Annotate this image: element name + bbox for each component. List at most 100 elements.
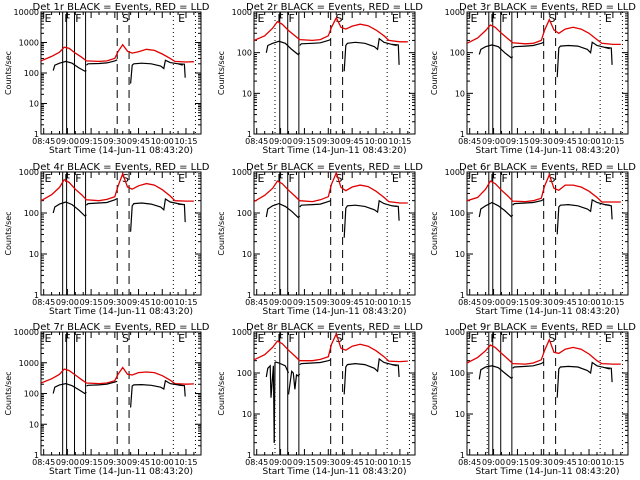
events-black-series-line [478, 201, 514, 218]
y-tick-label: 10000 [14, 8, 39, 17]
series-group [467, 18, 621, 78]
marker-letter-E: E [178, 12, 185, 25]
marker-letter-E: E [471, 172, 478, 185]
x-tick-label: 09:45 [341, 298, 364, 307]
marker-letter-E: E [44, 172, 51, 185]
x-tick-label: 10:00 [364, 298, 387, 307]
marker-letter-F: F [75, 332, 81, 345]
chart-title: Det 1r BLACK = Events, RED = LLD [33, 2, 210, 13]
marker-letter-E: E [44, 12, 51, 25]
series-group [254, 172, 408, 238]
x-tick-label: 10:15 [174, 458, 197, 467]
events-black-series-line [604, 204, 613, 220]
x-tick-label: 10:00 [364, 137, 387, 146]
series-group [41, 366, 194, 408]
x-tick-label: 10:15 [174, 298, 197, 307]
marker-letter-E: E [605, 332, 612, 345]
chart-title: Det 4r BLACK = Events, RED = LLD [33, 162, 210, 173]
x-tick-label: 09:00 [482, 298, 505, 307]
x-tick-label: 09:45 [554, 458, 577, 467]
x-tick-label: 09:45 [127, 137, 150, 146]
y-tick-label: 1 [34, 291, 39, 300]
events-black-series-line [265, 40, 301, 56]
x-tick-label: 08:45 [458, 137, 481, 146]
events-black-series-line [130, 59, 183, 84]
x-tick-label: 09:00 [269, 458, 292, 467]
marker-letter-E: E [392, 12, 399, 25]
y-tick-label: 1000 [445, 328, 465, 337]
lld-red-series-line [254, 332, 408, 363]
y-axis-label: Counts/sec [430, 51, 439, 95]
chart-title: Det 9r BLACK = Events, RED = LLD [459, 322, 636, 333]
chart-panel-4: Det 4r BLACK = Events, RED = LLD 1 10 100 10… [4, 162, 210, 317]
y-tick-label: 10 [242, 250, 252, 259]
x-tick-label: 10:00 [151, 458, 174, 467]
x-axis-label: Start Time (14-Jun-11 08:43:20) [49, 467, 193, 477]
x-tick-label: 09:45 [341, 458, 364, 467]
x-tick-label: 09:45 [554, 137, 577, 146]
x-tick-label: 09:15 [293, 458, 316, 467]
marker-letter-F: F [490, 332, 496, 345]
marker-letter-E: E [392, 172, 399, 185]
x-tick-label: 09:00 [482, 137, 505, 146]
series-group [41, 172, 194, 232]
x-tick-label: 09:45 [127, 298, 150, 307]
marker-letter-E: E [471, 12, 478, 25]
lld-red-series-line [41, 43, 194, 63]
x-tick-label: 08:45 [245, 137, 268, 146]
y-tick-label: 10 [29, 250, 39, 259]
event-markers [488, 12, 623, 134]
lld-red-series-line [254, 16, 408, 43]
x-tick-label: 09:15 [80, 137, 103, 146]
event-markers [488, 172, 623, 295]
plot-frame [466, 11, 629, 135]
x-tick-label: 09:00 [56, 137, 79, 146]
x-tick-label: 09:15 [506, 458, 529, 467]
events-black-series-line [604, 46, 613, 65]
x-axis-label: Start Time (14-Jun-11 08:43:20) [263, 467, 407, 477]
y-tick-label: 1 [460, 130, 465, 139]
plot-frame [253, 171, 416, 296]
y-tick-label: 100 [450, 209, 465, 218]
marker-letter-F: F [75, 12, 81, 25]
y-tick-label: 100 [24, 390, 39, 399]
y-tick-label: 100 [24, 209, 39, 218]
marker-letter-F: F [75, 172, 81, 185]
events-black-series-line [273, 361, 290, 443]
event-markers [274, 12, 410, 134]
chart-panel-6: Det 6r BLACK = Events, RED = LLD 1 10 100 10… [430, 162, 636, 317]
events-black-series-line [343, 199, 397, 238]
y-tick-label: 1000 [19, 39, 39, 48]
marker-letter-S: S [548, 172, 555, 185]
x-tick-label: 10:00 [364, 458, 387, 467]
y-tick-label: 10 [29, 420, 39, 429]
events-black-series-line [265, 364, 275, 443]
x-tick-label: 08:45 [245, 458, 268, 467]
lld-red-series-line [254, 172, 408, 204]
marker-letter-E: E [178, 332, 185, 345]
y-tick-label: 100 [237, 209, 252, 218]
x-axis-label: Start Time (14-Jun-11 08:43:20) [476, 467, 620, 477]
marker-letter-F: F [289, 172, 295, 185]
y-tick-label: 1000 [232, 328, 252, 337]
events-black-series-line [52, 60, 87, 72]
y-tick-label: 1000 [19, 168, 39, 177]
events-black-series-line [178, 63, 186, 78]
x-tick-label: 09:30 [103, 298, 126, 307]
events-black-series-line [343, 37, 397, 72]
x-axis-label: Start Time (14-Jun-11 08:43:20) [49, 146, 193, 156]
y-tick-label: 1000 [232, 168, 252, 177]
lld-red-series-line [41, 366, 194, 385]
y-tick-label: 1000 [19, 359, 39, 368]
x-tick-label: 10:15 [601, 298, 624, 307]
y-axis-label: Counts/sec [217, 51, 226, 95]
y-tick-label: 100 [24, 69, 39, 78]
x-axis-label: Start Time (14-Jun-11 08:43:20) [263, 146, 407, 156]
x-tick-label: 09:00 [56, 298, 79, 307]
events-black-series-line [86, 59, 118, 66]
plot-frame [253, 331, 416, 456]
y-tick-label: 1 [460, 291, 465, 300]
chart-panel-9: Det 9r BLACK = Events, RED = LLD 1 10 100 10… [430, 322, 636, 477]
events-black-series-line [178, 203, 186, 223]
